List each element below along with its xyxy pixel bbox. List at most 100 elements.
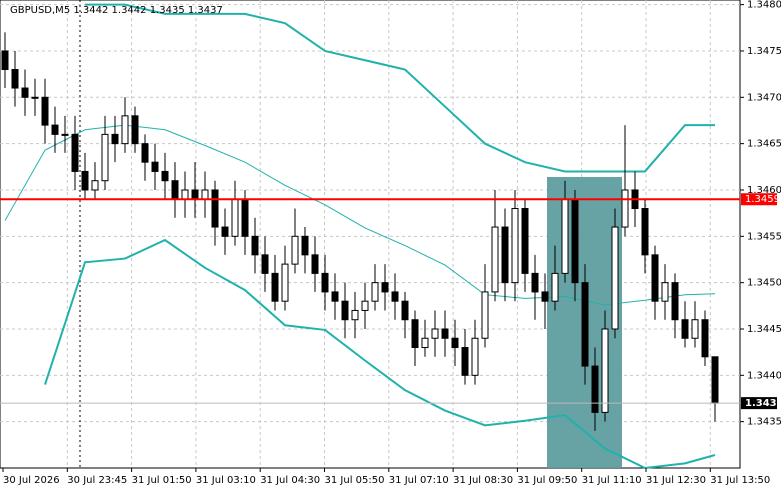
x-tick-label: 31 Jul 09:50 — [517, 475, 577, 486]
candle-body — [621, 189, 629, 228]
candle-body — [701, 319, 709, 358]
candle-body — [541, 291, 549, 302]
current-price-box — [741, 397, 777, 410]
candle-body — [41, 96, 49, 126]
x-tick-label: 31 Jul 13:50 — [710, 475, 770, 486]
x-tick-label: 31 Jul 12:30 — [646, 475, 706, 486]
y-tick-label: 1.3465 — [747, 139, 781, 150]
candle-body — [281, 263, 289, 302]
candle-body — [171, 180, 179, 200]
candle-body — [411, 319, 419, 349]
x-tick-label: 30 Jul 2026 — [3, 475, 60, 486]
candle-body — [71, 133, 79, 172]
candle-body — [331, 291, 339, 302]
candle-body — [711, 356, 719, 404]
y-tick-label: 1.3435 — [747, 417, 781, 428]
candle-body — [381, 282, 389, 293]
x-tick-label: 31 Jul 07:10 — [389, 475, 449, 486]
candle-body — [61, 133, 69, 136]
candle-body — [601, 328, 609, 413]
candle-body — [91, 180, 99, 191]
candle-body — [561, 198, 569, 274]
candle-body — [501, 226, 509, 284]
candle-body — [81, 170, 89, 191]
candle-body — [591, 365, 599, 413]
candle-body — [31, 96, 39, 99]
candle-body — [271, 272, 279, 302]
y-tick-label: 1.3445 — [747, 324, 781, 335]
candle-body — [551, 272, 559, 302]
candle-body — [201, 189, 209, 200]
candle-body — [671, 282, 679, 321]
candle-body — [21, 87, 29, 98]
candle-body — [181, 189, 189, 200]
candle-body — [1, 50, 9, 71]
candle-body — [321, 272, 329, 293]
x-tick-label: 31 Jul 05:50 — [325, 475, 385, 486]
plot-frame — [0, 0, 741, 469]
candle-body — [251, 235, 259, 256]
candle-body — [481, 291, 489, 339]
candle-body — [371, 282, 379, 302]
candle-body — [261, 254, 269, 274]
candle-body — [11, 69, 19, 89]
candle-body — [571, 198, 579, 284]
candle-body — [451, 337, 459, 349]
candle-body — [361, 300, 369, 311]
candle-body — [681, 319, 689, 339]
candle-body — [161, 170, 169, 182]
candle-body — [141, 143, 149, 163]
candle-body — [661, 282, 669, 302]
x-tick-label: 31 Jul 04:30 — [260, 475, 320, 486]
candle-body — [121, 115, 129, 145]
y-tick-label: 1.3475 — [747, 46, 781, 57]
candle-body — [111, 133, 119, 145]
level-label: 1.3459 — [745, 194, 780, 205]
candle-body — [441, 328, 449, 339]
candle-body — [151, 161, 159, 172]
candle-body — [241, 198, 249, 237]
y-tick-label: 1.3460 — [747, 185, 781, 196]
candle-body — [691, 319, 699, 339]
candle-body — [231, 198, 239, 237]
candle-body — [51, 124, 59, 135]
plot — [0, 3, 740, 470]
candle-body — [391, 291, 399, 302]
candle-body — [101, 133, 109, 182]
candle-body — [291, 235, 299, 265]
band-line — [85, 3, 715, 173]
x-tick-label: 31 Jul 08:30 — [453, 475, 513, 486]
x-tick-label: 31 Jul 03:10 — [196, 475, 256, 486]
y-tick-label: 1.3450 — [747, 278, 781, 289]
candle-body — [521, 208, 529, 274]
candle-body — [301, 235, 309, 256]
candle-body — [491, 226, 499, 293]
level-box — [741, 193, 777, 206]
y-tick-label: 1.3440 — [747, 370, 781, 381]
candle-body — [641, 208, 649, 256]
y-tick-label: 1.3455 — [747, 231, 781, 242]
candle-body — [311, 254, 319, 274]
candle-body — [511, 208, 519, 284]
candle-body — [421, 337, 429, 349]
candle-body — [471, 337, 479, 376]
candle-body — [351, 309, 359, 321]
candle-body — [581, 282, 589, 367]
x-tick-label: 31 Jul 11:10 — [582, 475, 642, 486]
candle-body — [651, 254, 659, 302]
x-tick-label: 30 Jul 23:45 — [67, 475, 127, 486]
x-tick-label: 31 Jul 01:50 — [132, 475, 192, 486]
candle-body — [131, 115, 139, 145]
current-price-label: 1.3437 — [745, 398, 781, 409]
candle-body — [461, 347, 469, 376]
chart-title: GBPUSD,M5 1.3442 1.3442 1.3435 1.3437 — [10, 5, 223, 16]
candle-body — [221, 226, 229, 237]
candle-body — [341, 300, 349, 321]
candle-body — [401, 300, 409, 321]
y-tick-label: 1.3480 — [747, 0, 781, 11]
y-tick-label: 1.3470 — [747, 92, 781, 103]
candle-body — [211, 189, 219, 228]
candle-body — [431, 328, 439, 339]
candle-body — [611, 226, 619, 330]
